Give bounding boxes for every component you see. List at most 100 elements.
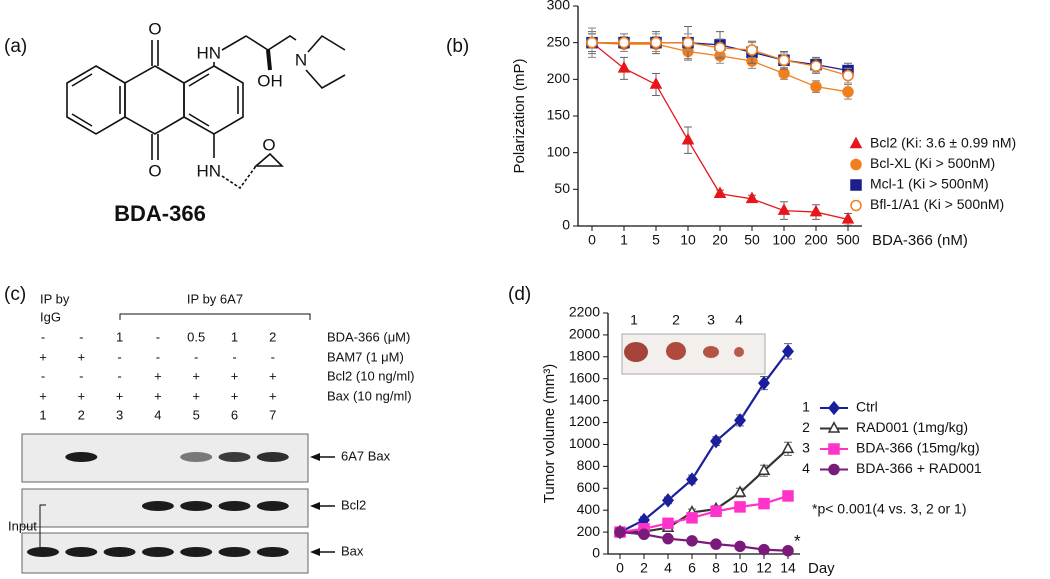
data-point	[841, 212, 855, 224]
band	[180, 452, 213, 462]
condition-symbol: -	[117, 368, 121, 383]
x-axis-label: BDA-366 (nM)	[872, 232, 968, 249]
atom-label: O	[148, 19, 161, 38]
data-point	[810, 60, 822, 72]
condition-symbol: -	[41, 368, 45, 383]
legend-label: Bcl2 (Ki: 3.6 ± 0.99 nM)	[870, 135, 1016, 151]
legend-marker	[828, 400, 840, 416]
bond	[71, 113, 93, 127]
x-tick-label: 10	[732, 560, 748, 576]
data-point	[810, 80, 822, 93]
data-point	[782, 544, 794, 557]
legend-label: Bcl-XL (Ki > 500nM)	[870, 155, 995, 171]
data-point	[842, 86, 854, 98]
y-tick-label: 1200	[569, 413, 600, 429]
condition-symbol: 0.5	[187, 329, 205, 344]
lane-number: 6	[231, 407, 238, 422]
condition-symbol: -	[271, 349, 275, 364]
data-point	[778, 67, 790, 80]
data-point	[782, 490, 794, 502]
data-point	[710, 433, 722, 449]
legend-number: 3	[802, 440, 810, 456]
atom-label: O	[262, 135, 275, 154]
data-point	[586, 36, 598, 49]
ring	[124, 65, 185, 135]
x-tick-label: 0	[616, 560, 624, 576]
y-axis-label: Polarization (mP)	[511, 58, 528, 173]
x-tick-label: 14	[780, 560, 796, 576]
legend-label: Ctrl	[856, 399, 878, 415]
data-point	[757, 463, 771, 475]
arrow	[310, 502, 320, 510]
inset-label: 2	[672, 312, 680, 328]
bond	[305, 69, 346, 90]
data-point	[686, 512, 698, 524]
bond	[71, 73, 93, 87]
atom-label: HN	[196, 43, 221, 62]
y-tick-label: 1000	[569, 435, 600, 451]
condition-symbol: +	[116, 388, 124, 403]
y-tick-label: 2000	[569, 326, 600, 342]
condition-symbol: -	[79, 329, 83, 344]
ip-label: IP by 6A7	[187, 291, 243, 306]
tumor	[703, 346, 719, 358]
epoxide	[253, 152, 284, 167]
data-point	[714, 42, 726, 54]
tumor	[734, 347, 744, 357]
lane-number: 2	[78, 407, 85, 422]
inset-photo	[621, 333, 766, 375]
condition-symbol: -	[41, 329, 45, 344]
condition-symbol: +	[192, 388, 200, 403]
band	[65, 452, 98, 462]
band	[180, 501, 213, 511]
data-point	[734, 501, 746, 513]
band	[65, 547, 98, 557]
lane-number: 5	[193, 407, 200, 422]
x-tick-label: 5	[652, 232, 660, 248]
x-axis-label: Day	[808, 560, 835, 577]
bond	[266, 49, 272, 71]
y-tick-label: 300	[547, 0, 571, 13]
condition-symbol: 2	[269, 329, 276, 344]
band	[218, 452, 251, 462]
condition-symbol: +	[231, 368, 239, 383]
condition-symbol: +	[269, 368, 277, 383]
data-point	[713, 186, 727, 198]
condition-symbol: +	[39, 388, 47, 403]
ring	[183, 65, 244, 135]
compound-name: BDA-366	[114, 201, 206, 226]
y-tick-label: 0	[592, 545, 600, 561]
band	[103, 547, 136, 557]
condition-symbol: -	[156, 349, 160, 364]
data-point	[778, 54, 790, 67]
data-point	[686, 472, 698, 487]
legend-marker	[827, 421, 841, 433]
data-point	[809, 204, 823, 217]
condition-symbol: +	[231, 388, 239, 403]
arrow	[310, 548, 320, 556]
band-label: 6A7 Bax	[341, 448, 391, 463]
x-tick-label: 4	[664, 560, 672, 576]
condition-label: BAM7 (1 μM)	[327, 349, 404, 364]
band	[180, 547, 213, 557]
y-tick-label: 1400	[569, 391, 600, 407]
data-point	[733, 485, 747, 497]
data-point	[662, 532, 674, 545]
data-point	[682, 36, 694, 49]
data-point	[758, 543, 770, 556]
chemical-structure	[66, 34, 346, 190]
condition-symbol: +	[78, 349, 86, 364]
legend-label: Bfl-1/A1 (Ki > 500nM)	[870, 196, 1004, 212]
data-point	[734, 413, 746, 428]
condition-symbol: +	[269, 388, 277, 403]
data-point	[614, 526, 626, 538]
data-point	[710, 538, 722, 550]
condition-symbol: +	[154, 368, 162, 383]
band	[256, 547, 289, 557]
x-tick-label: 6	[688, 560, 696, 576]
band	[256, 501, 289, 511]
x-tick-label: 50	[744, 232, 760, 248]
y-tick-label: 1800	[569, 348, 600, 364]
panel-label: (b)	[446, 36, 469, 57]
